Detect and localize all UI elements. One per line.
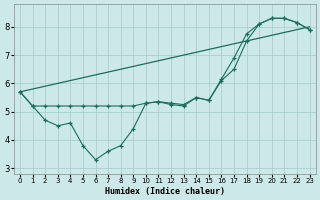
X-axis label: Humidex (Indice chaleur): Humidex (Indice chaleur) <box>105 187 225 196</box>
